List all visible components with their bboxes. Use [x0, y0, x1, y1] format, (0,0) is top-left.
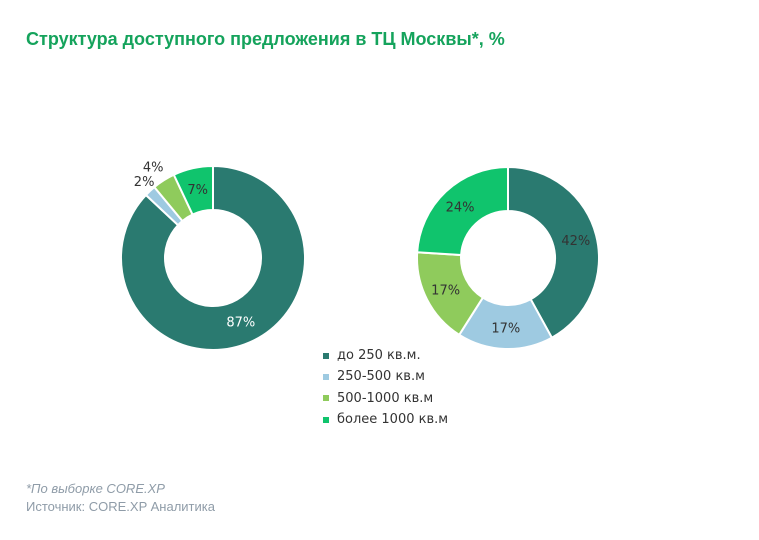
chart-title: Структура доступного предложения в ТЦ Мо… [26, 29, 505, 49]
slice-data-label: 2% [134, 175, 155, 190]
legend-item-upto-250[interactable]: до 250 кв.м. [323, 345, 448, 366]
slice-data-label: 17% [431, 283, 460, 298]
legend-label: до 250 кв.м. [337, 348, 421, 364]
donut-slice[interactable] [120, 164, 306, 351]
footnote: *По выборке CORE.XP [26, 481, 165, 496]
legend: до 250 кв.м. 250-500 кв.м 500-1000 кв.м … [323, 345, 448, 430]
legend-swatch [323, 416, 329, 423]
legend-item-over-1000[interactable]: более 1000 кв.м [323, 409, 448, 430]
slice-data-label: 4% [143, 160, 164, 175]
slice-data-label: 24% [446, 200, 475, 215]
slice-data-label: 42% [561, 234, 590, 249]
slice-data-label: 7% [187, 183, 208, 198]
source-note: Источник: CORE.XP Аналитика [26, 499, 215, 514]
legend-item-500-1000[interactable]: 500-1000 кв.м [323, 388, 448, 409]
legend-label: более 1000 кв.м [337, 412, 449, 428]
legend-swatch [323, 373, 329, 380]
slice-data-label: 87% [226, 316, 255, 331]
legend-swatch [323, 395, 329, 402]
donut-chart-1: 87% 2%4% 7% [120, 160, 306, 351]
legend-label: 500-1000 кв.м [337, 390, 434, 406]
donut-chart-2: 42% 17% 17% 24% [416, 165, 600, 350]
donut-slice[interactable] [172, 164, 214, 216]
legend-item-250-500[interactable]: 250-500 кв.м [323, 366, 448, 387]
legend-swatch [323, 352, 329, 359]
donut-slice[interactable] [416, 165, 509, 257]
legend-label: 250-500 кв.м [337, 369, 425, 385]
slice-data-label: 17% [491, 321, 520, 336]
donut-slice[interactable] [507, 165, 600, 340]
